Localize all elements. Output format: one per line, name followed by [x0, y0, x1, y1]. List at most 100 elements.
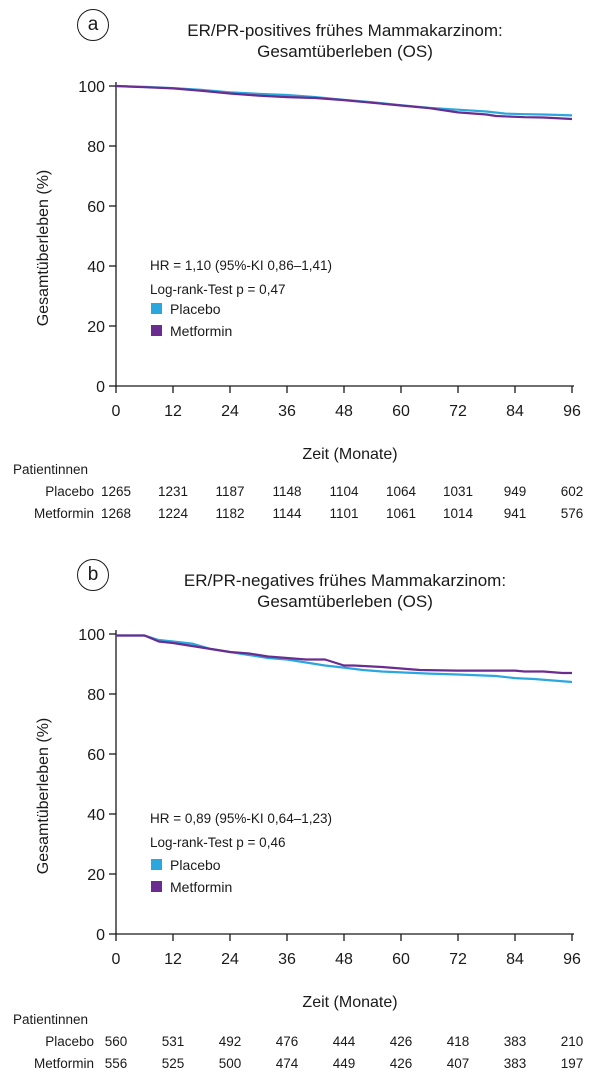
risk-cell: 476: [275, 1034, 299, 1049]
series-line-placebo: [116, 634, 573, 684]
chart-title: ER/PR-negatives frühes Mammakarzinom:: [183, 571, 507, 590]
legend-swatch-placebo: [151, 859, 162, 870]
hazard-ratio-text: HR = 1,10 (95%-KI 0,86–1,41): [150, 258, 332, 273]
risk-cell: 602: [560, 484, 584, 499]
x-tick-label: 72: [449, 951, 467, 968]
legend-label-placebo: Placebo: [170, 857, 221, 873]
y-tick-label: 80: [87, 687, 105, 704]
y-axis-title: Gesamtüberleben (%): [35, 718, 52, 875]
y-tick-label: 20: [87, 319, 105, 336]
risk-cell: 383: [503, 1056, 527, 1071]
legend-swatch-placebo: [151, 303, 162, 314]
x-tick-label: 60: [392, 403, 410, 420]
x-tick-label: 96: [563, 403, 581, 420]
risk-cell: 426: [389, 1056, 413, 1071]
risk-cell: 525: [161, 1056, 185, 1071]
risk-cell: 576: [560, 506, 584, 521]
x-tick-label: 48: [335, 403, 353, 420]
risk-cell: 531: [161, 1034, 185, 1049]
risk-cell: 556: [104, 1056, 128, 1071]
legend-label-metformin: Metformin: [170, 879, 232, 895]
risk-cell: 1061: [385, 506, 417, 521]
chart-subtitle: Gesamtüberleben (OS): [257, 592, 433, 611]
chart-title: ER/PR-positives frühes Mammakarzinom:: [187, 21, 503, 40]
risk-cell: 949: [503, 484, 527, 499]
x-axis-title: Zeit (Monate): [302, 446, 397, 463]
y-tick-label: 60: [87, 747, 105, 764]
risk-cell: 1031: [442, 484, 474, 499]
y-tick-label: 0: [96, 927, 105, 944]
x-tick-label: 84: [506, 403, 524, 420]
risk-cell: 1265: [100, 484, 132, 499]
chart-subtitle: Gesamtüberleben (OS): [257, 42, 433, 61]
legend-label-metformin: Metformin: [170, 323, 232, 339]
risk-cell: 1224: [157, 506, 189, 521]
x-tick-label: 12: [164, 403, 182, 420]
x-tick-label: 0: [112, 403, 121, 420]
y-tick-label: 100: [78, 627, 105, 644]
legend-label-placebo: Placebo: [170, 301, 221, 317]
risk-cell: 383: [503, 1034, 527, 1049]
x-tick-label: 36: [278, 951, 296, 968]
risk-cell: 197: [560, 1056, 584, 1071]
y-tick-label: 60: [87, 199, 105, 216]
risk-table-header: Patientinnen: [13, 1012, 89, 1027]
logrank-text: Log-rank-Test p = 0,47: [150, 282, 285, 297]
series-line-metformin: [115, 84, 573, 121]
x-tick-label: 24: [221, 951, 239, 968]
risk-table-header: Patientinnen: [13, 462, 89, 477]
risk-cell: 500: [218, 1056, 242, 1071]
x-tick-label: 60: [392, 951, 410, 968]
risk-cell: 1182: [215, 506, 245, 521]
panel-letter: a: [77, 9, 109, 41]
panel-a: a ER/PR-positives frühes Mammakarzinom: …: [0, 0, 600, 540]
risk-cell: 418: [446, 1034, 470, 1049]
x-axis-title: Zeit (Monate): [302, 994, 397, 1011]
risk-row-label: Metformin: [33, 506, 94, 521]
y-tick-label: 40: [87, 807, 105, 824]
risk-row-label: Metformin: [33, 1056, 94, 1071]
risk-cell: 1268: [100, 506, 132, 521]
x-tick-label: 48: [335, 951, 353, 968]
x-tick-label: 24: [221, 403, 239, 420]
legend-swatch-metformin: [151, 325, 162, 336]
risk-cell: 444: [332, 1034, 356, 1049]
risk-row-label: Placebo: [45, 1034, 94, 1049]
risk-cell: 407: [446, 1056, 470, 1071]
risk-cell: 560: [104, 1034, 128, 1049]
y-tick-label: 20: [87, 867, 105, 884]
risk-cell: 1148: [272, 484, 302, 499]
risk-cell: 1101: [329, 506, 359, 521]
risk-cell: 1064: [385, 484, 417, 499]
risk-cell: 210: [560, 1034, 584, 1049]
hazard-ratio-text: HR = 0,89 (95%-KI 0,64–1,23): [150, 811, 332, 826]
y-axis-title: Gesamtüberleben (%): [35, 170, 52, 327]
legend-swatch-metformin: [151, 881, 162, 892]
risk-cell: 1014: [442, 506, 474, 521]
risk-cell: 449: [332, 1056, 356, 1071]
logrank-text: Log-rank-Test p = 0,46: [150, 835, 285, 850]
x-tick-label: 36: [278, 403, 296, 420]
y-tick-label: 0: [96, 379, 105, 396]
risk-cell: 941: [503, 506, 527, 521]
panel-letter: b: [77, 559, 109, 591]
risk-row-label: Placebo: [45, 484, 94, 499]
x-tick-label: 0: [112, 951, 121, 968]
survival-chart: 0 20 40 60 80 100 0 12 24 36 48 60 72 84 96 Zeit (Monat…: [35, 627, 581, 1011]
series-line-metformin: [116, 634, 572, 675]
x-tick-label: 12: [164, 951, 182, 968]
risk-cell: 492: [218, 1034, 242, 1049]
risk-cell: 1231: [157, 484, 189, 499]
x-tick-label: 96: [563, 951, 581, 968]
x-tick-label: 72: [449, 403, 467, 420]
survival-chart: 0 20 40 60 80 100 0 12 24 36 48 60 72 84 96 Zeit (Monat…: [35, 79, 581, 463]
x-tick-label: 84: [506, 951, 524, 968]
panel-b: b ER/PR-negatives frühes Mammakarzinom: …: [0, 550, 600, 1090]
risk-cell: 1104: [329, 484, 359, 499]
y-tick-label: 80: [87, 139, 105, 156]
y-tick-label: 100: [78, 79, 105, 96]
y-tick-label: 40: [87, 259, 105, 276]
risk-cell: 1187: [215, 484, 245, 499]
risk-cell: 1144: [272, 506, 302, 521]
risk-cell: 474: [275, 1056, 299, 1071]
